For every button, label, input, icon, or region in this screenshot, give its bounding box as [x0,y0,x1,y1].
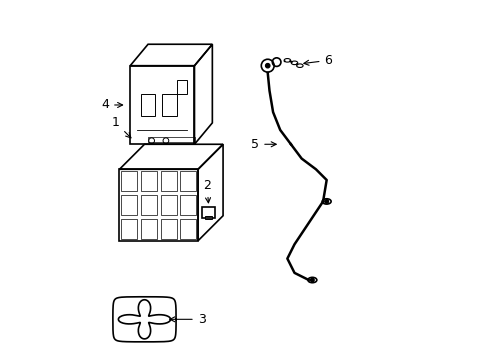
Bar [160,195,176,215]
Bar [180,219,196,239]
Bar [180,171,196,191]
Bar [176,80,187,94]
Bar [148,137,195,143]
Text: 5: 5 [251,138,276,151]
Text: 2: 2 [203,179,210,203]
Bar [202,207,215,217]
Bar [121,219,137,239]
Bar [141,171,157,191]
Circle shape [265,64,269,68]
Text: 6: 6 [303,54,332,67]
Bar [121,195,137,215]
Circle shape [310,278,313,282]
Text: 1: 1 [112,116,131,138]
Text: 4: 4 [101,99,122,112]
Bar [205,216,212,219]
Bar [180,195,196,215]
Bar [119,169,198,241]
Bar [141,94,155,116]
Text: 3: 3 [170,313,205,326]
Bar [121,171,137,191]
Bar [141,219,157,239]
Bar [160,219,176,239]
Bar [141,195,157,215]
Circle shape [324,200,328,203]
Bar [162,94,176,116]
Bar [160,171,176,191]
